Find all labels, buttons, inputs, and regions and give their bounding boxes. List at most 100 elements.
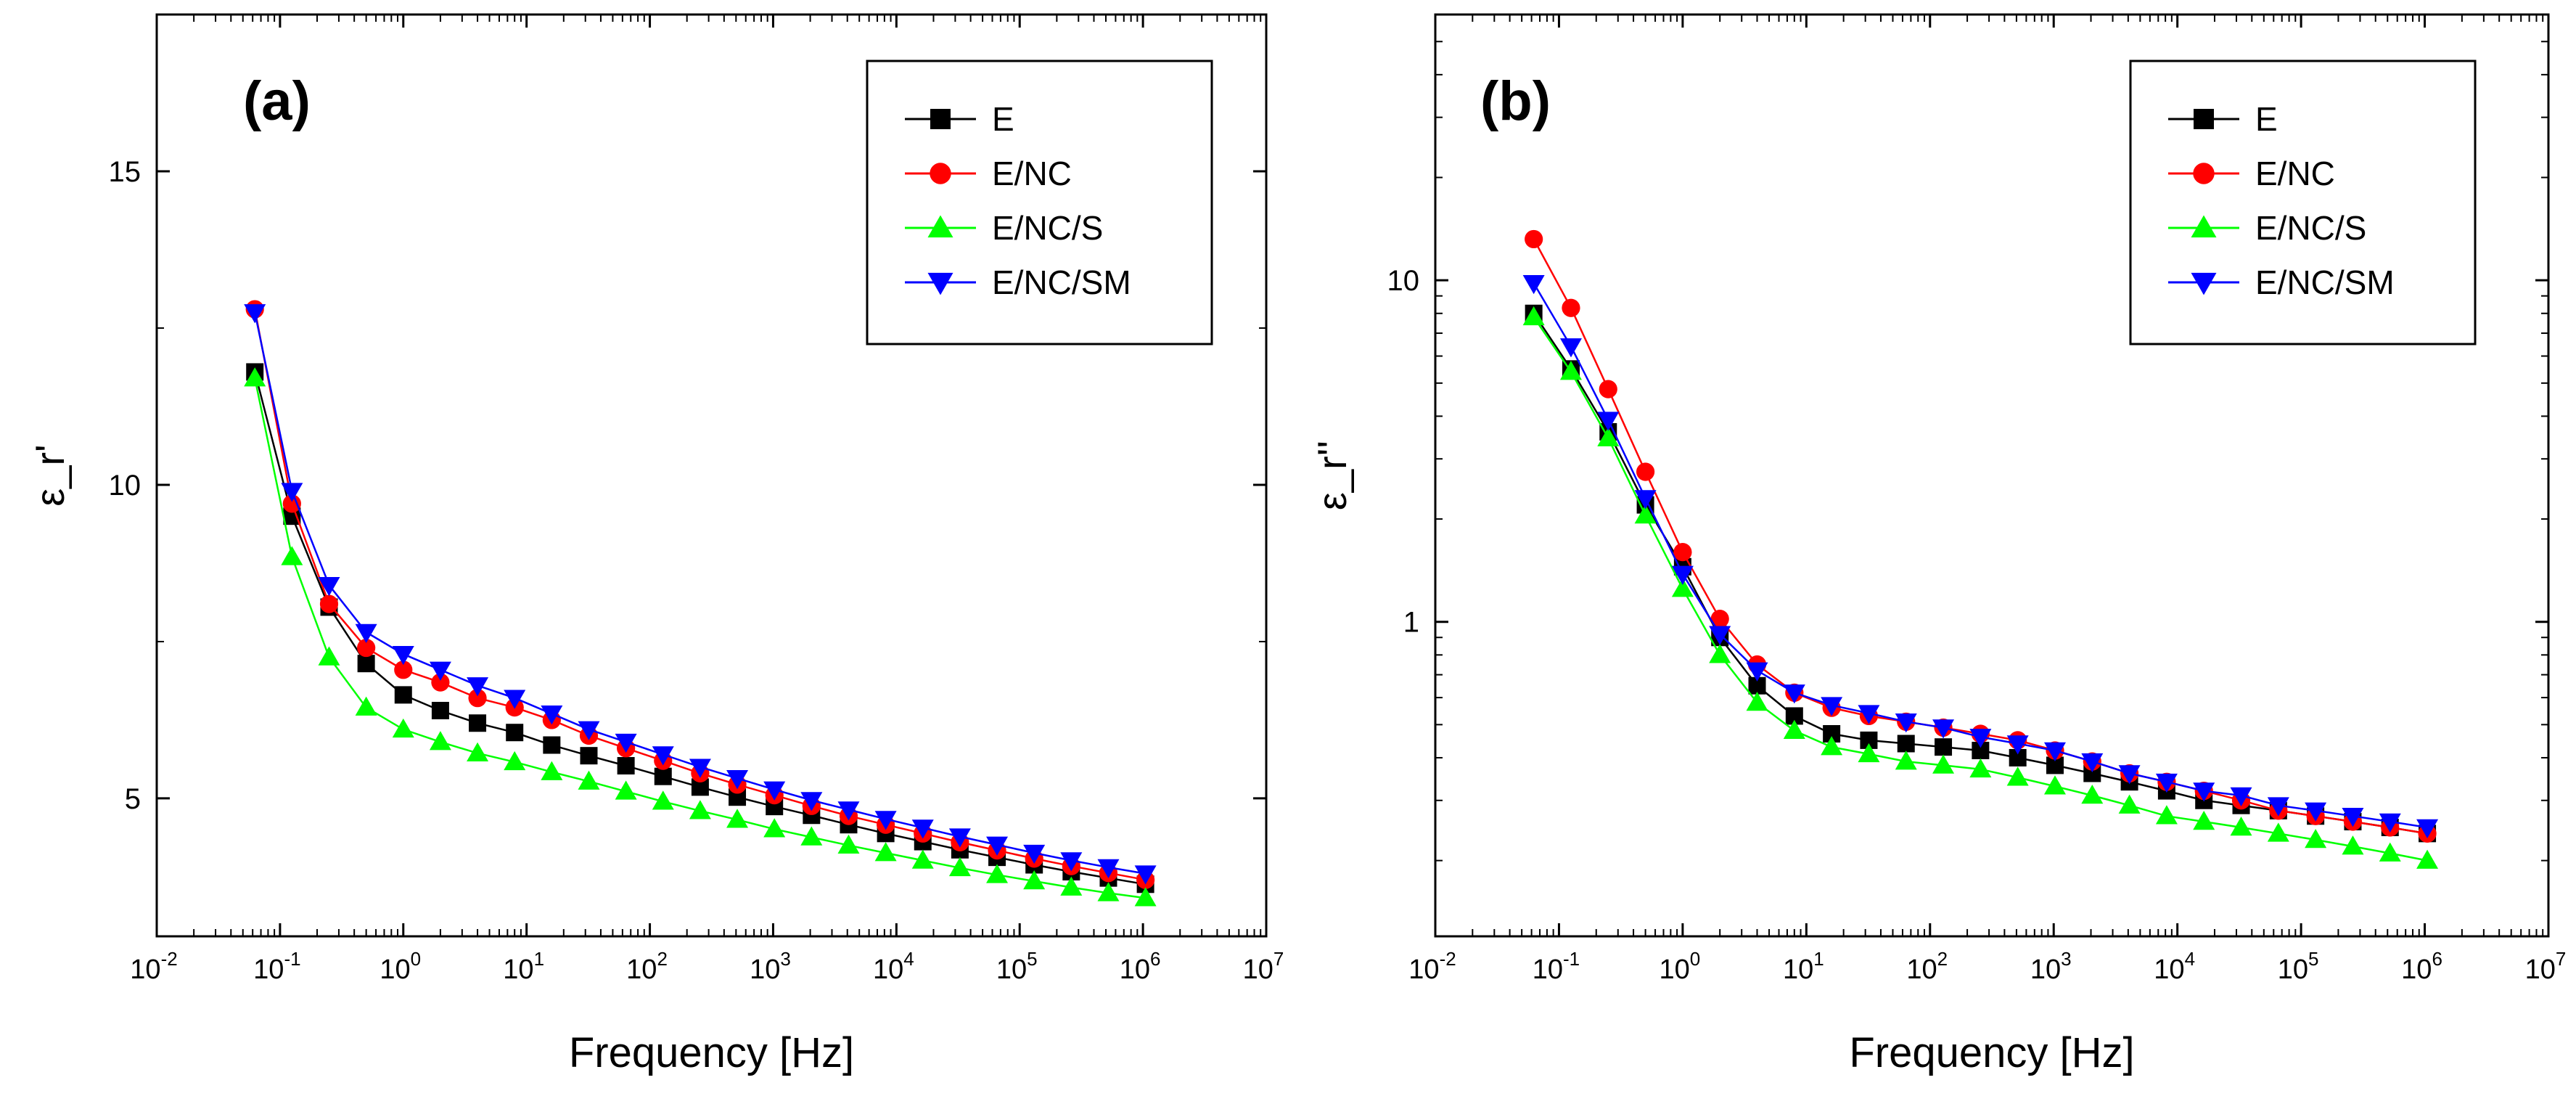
x-tick-label-base: 10 [2030,954,2061,985]
marker-circle [1562,298,1580,317]
x-tick-label: 104 [873,948,914,985]
marker-triangle-up [1522,306,1545,326]
x-tick-label: 104 [2154,948,2195,985]
marker-triangle-up [986,864,1009,883]
x-tick-label-base: 10 [1408,954,1439,985]
marker-triangle-up [1709,644,1731,663]
marker-triangle-up [1634,504,1657,524]
x-tick-label: 102 [1906,948,1948,985]
panel-label: (b) [1480,70,1551,132]
marker-triangle-down [763,781,786,801]
marker-triangle-down [2379,813,2401,833]
marker-triangle-down [392,645,414,666]
marker-triangle-up [948,856,971,877]
x-tick-label-exp: -1 [284,948,300,970]
legend: E E/NC E/NC/S E/NC/SM [866,60,1213,345]
marker-triangle-down [2118,765,2141,785]
marker-triangle-down [2006,735,2029,755]
marker-triangle-down [244,304,266,324]
marker-triangle-up [244,367,266,387]
marker-triangle-down [1969,729,1992,748]
marker-circle [357,638,376,658]
marker-square [469,714,487,732]
marker-square [506,724,524,742]
marker-triangle-up [2230,817,2252,836]
marker-square [1972,741,1990,759]
x-tick-label-exp: 1 [534,948,544,970]
marker-triangle-up [2006,766,2029,786]
marker-triangle-up [429,731,451,751]
marker-circle [319,594,339,613]
x-tick-label: 10-1 [1533,948,1580,985]
marker-triangle-up [1060,876,1083,896]
x-axis: 10-2 10-1 100 101 102 103 104 105 106 107 [130,15,1284,985]
marker-triangle-down [1559,338,1582,358]
x-tick-label-exp: 3 [2061,948,2071,970]
x-tick-label-base: 10 [2278,954,2308,985]
marker-triangle-up [726,809,749,828]
marker-square [357,655,375,673]
x-tick-label: 105 [2278,948,2319,985]
legend-label: E/NC/SM [992,263,1131,301]
y-tick-label: 1 [1403,607,1419,639]
legend-label: E/NC/S [2255,209,2366,247]
marker-triangle-up [2081,785,2104,804]
marker-square [1935,738,1953,756]
marker-triangle-up [2416,849,2439,869]
marker-triangle-down [800,792,823,811]
x-tick-label: 102 [626,948,668,985]
marker-triangle-up [1858,743,1880,763]
legend-label: E/NC [992,155,1072,192]
marker-triangle-down [1597,412,1620,431]
marker-triangle-up [1932,754,1955,774]
x-tick-label-exp: 1 [1813,948,1824,970]
marker-triangle-down [874,811,897,830]
marker-triangle-down [652,746,674,766]
marker-square [543,736,561,754]
marker-triangle-up [504,751,526,771]
marker-triangle-up [1097,882,1120,901]
marker-triangle-down [1709,626,1731,645]
marker-triangle-down [429,661,451,681]
x-tick-label-base: 10 [2525,954,2556,985]
marker-circle [468,689,487,708]
marker-triangle-down [355,623,377,643]
marker-circle [394,661,413,679]
series-line [253,377,1146,899]
x-tick-label-exp: 5 [1027,948,1037,970]
series-E/NC/SM [244,304,1157,885]
x-axis: 10-2 10-1 100 101 102 103 104 105 106 107 [1408,15,2566,985]
marker-triangle-up [1559,361,1582,380]
y-axis: 5 10 15 [109,14,1266,815]
legend-label: E/NC [2255,155,2335,192]
marker-triangle-up [541,761,563,780]
marker-triangle-down [1821,697,1843,716]
x-axis-label: Frequency [Hz] [569,1029,854,1076]
marker-triangle-down [1023,844,1046,864]
panel-b: 10-2 10-1 100 101 102 103 104 105 106 107110Frequ… [1309,13,2566,1076]
marker-triangle-down [1060,852,1083,872]
marker-triangle-down [2081,753,2104,773]
marker-circle [1599,380,1617,398]
x-tick-label-base: 10 [626,954,657,985]
legend-label: E [2255,100,2278,138]
marker-square [580,747,598,765]
x-tick-label: 100 [1660,948,1701,985]
marker-triangle-up [2191,215,2217,238]
y-tick-label: 10 [1387,265,1420,297]
x-tick-label-exp: 6 [1150,948,1160,970]
marker-triangle-down [2193,782,2215,802]
marker-triangle-up [2193,810,2215,830]
marker-triangle-up [837,834,860,854]
y-axis-label: ε_r' [27,444,73,506]
marker-triangle-up [689,800,711,819]
marker-triangle-up [318,646,340,666]
marker-triangle-down [2267,797,2289,817]
x-tick-label: 103 [2030,948,2072,985]
y-axis-label: ε_r'' [1309,441,1355,510]
marker-circle [1525,229,1543,249]
marker-triangle-down [911,819,934,839]
marker-triangle-down [2191,272,2217,295]
x-tick-label-base: 10 [2154,954,2184,985]
